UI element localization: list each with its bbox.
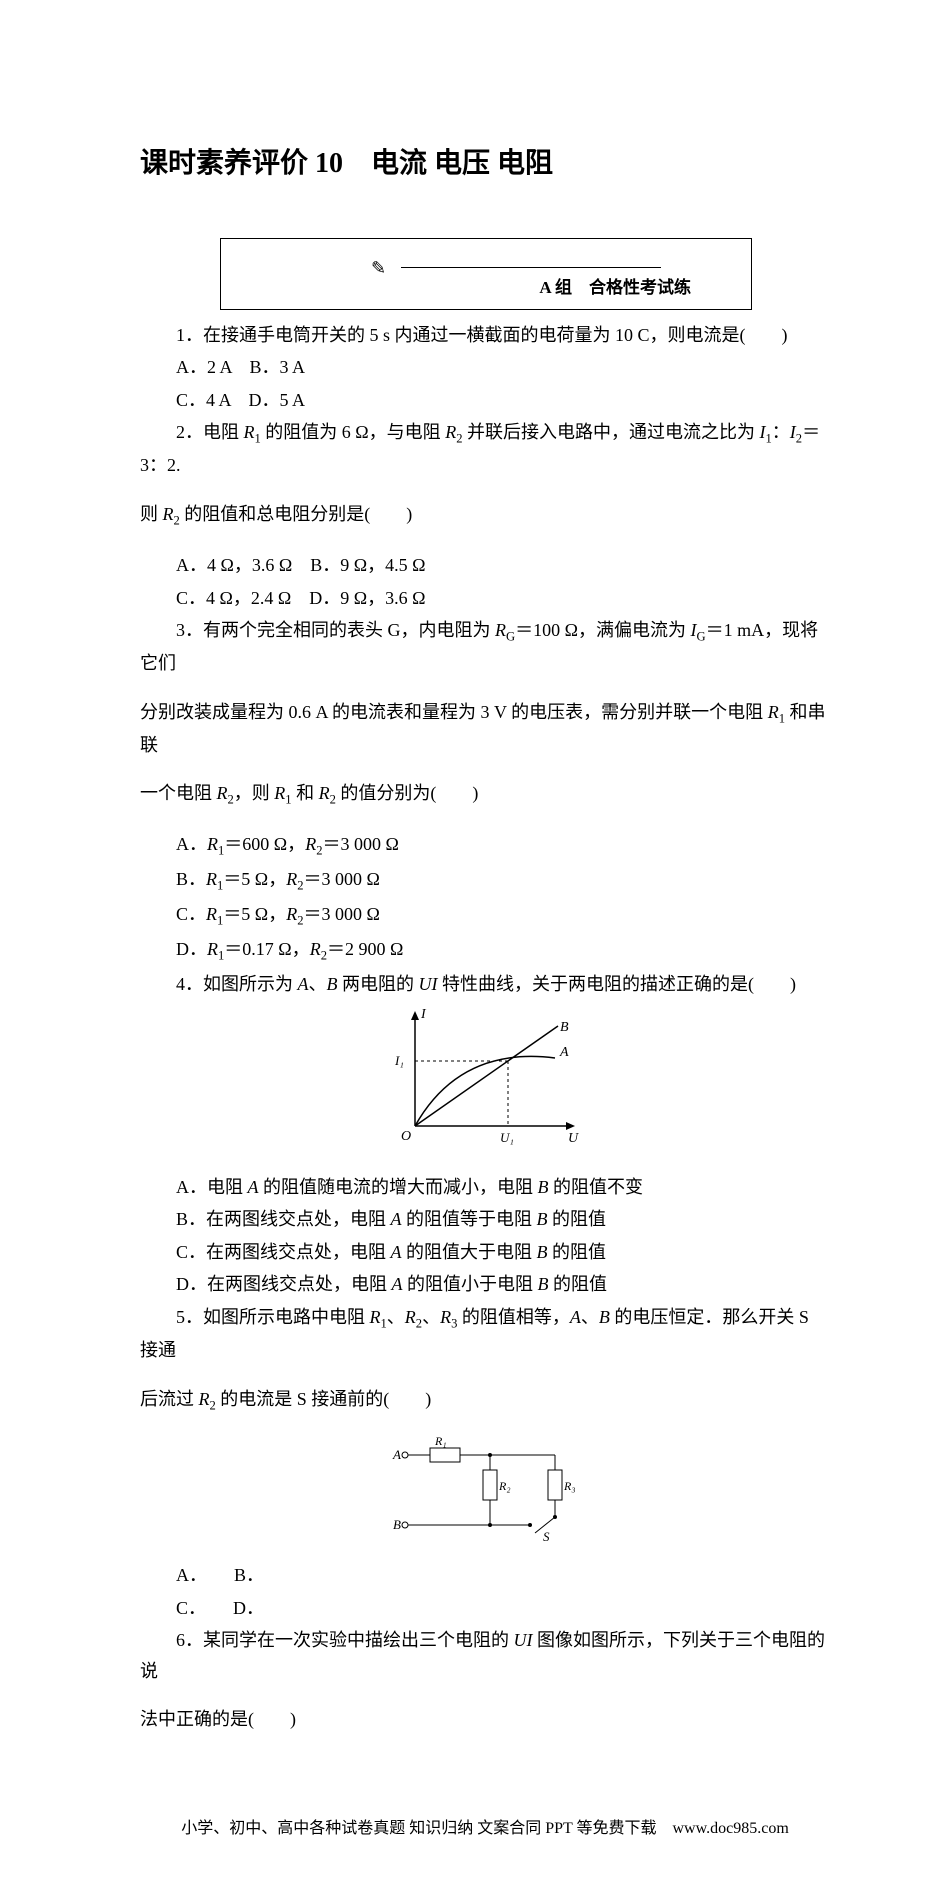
circuit-figure: A B R₁ R₂ R₃ S <box>140 1435 830 1555</box>
q5-opt-ab: A． B． <box>140 1560 830 1591</box>
q3-opt-d: D．R1＝0.17 Ω，R2＝2 900 Ω <box>140 934 830 967</box>
q4-opt-d: D．在两图线交点处，电阻 A 的阻值小于电阻 B 的阻值 <box>140 1269 830 1300</box>
svg-text:B: B <box>560 1020 569 1035</box>
q6-stem1: 6．某同学在一次实验中描绘出三个电阻的 UI 图像如图所示，下列关于三个电阻的说 <box>140 1625 830 1686</box>
q5-stem2: 后流过 R2 的电流是 S 接通前的( ) <box>140 1384 830 1417</box>
q2-opt-cd: C．4 Ω，2.4 Ω D．9 Ω，3.6 Ω <box>140 583 830 614</box>
q5-opt-cd: C． D． <box>140 1593 830 1624</box>
q4-opt-a: A．电阻 A 的阻值随电流的增大而减小，电阻 B 的阻值不变 <box>140 1172 830 1203</box>
svg-text:U: U <box>568 1131 579 1146</box>
q4-stem: 4．如图所示为 A、B 两电阻的 UI 特性曲线，关于两电阻的描述正确的是( ) <box>140 969 830 1000</box>
svg-text:S: S <box>543 1529 550 1544</box>
group-box: ✎ A 组 合格性考试练 <box>220 238 752 310</box>
circuit-diagram: A B R₁ R₂ R₃ S <box>385 1435 585 1545</box>
svg-text:B: B <box>393 1517 401 1532</box>
q5-stem1: 5．如图所示电路中电阻 R1、R2、R3 的阻值相等，A、B 的电压恒定．那么开… <box>140 1302 830 1366</box>
page: 课时素养评价 10 电流 电压 电阻 ✎ A 组 合格性考试练 1．在接通手电筒… <box>0 0 950 1902</box>
svg-text:U₁: U₁ <box>500 1130 514 1145</box>
group-label: A 组 合格性考试练 <box>539 274 691 303</box>
ui-curve-figure: AB O I U U₁ I₁ <box>140 1006 830 1166</box>
q1-opt-cd: C．4 A D．5 A <box>140 385 830 416</box>
svg-text:I₁: I₁ <box>394 1053 404 1068</box>
q2-opt-ab: A．4 Ω，3.6 Ω B．9 Ω，4.5 Ω <box>140 550 830 581</box>
q3-stem2: 分别改装成量程为 0.6 A 的电流表和量程为 3 V 的电压表，需分别并联一个… <box>140 697 830 761</box>
svg-text:R₃: R₃ <box>563 1479 576 1493</box>
svg-text:O: O <box>401 1129 411 1144</box>
q3-opt-c: C．R1＝5 Ω，R2＝3 000 Ω <box>140 899 830 932</box>
q4-opt-b: B．在两图线交点处，电阻 A 的阻值等于电阻 B 的阻值 <box>140 1204 830 1235</box>
q3-stem1: 3．有两个完全相同的表头 G，内电阻为 RG＝100 Ω，满偏电流为 IG＝1 … <box>140 615 830 679</box>
footer: 小学、初中、高中各种试卷真题 知识归纳 文案合同 PPT 等免费下载 www.d… <box>140 1815 830 1842</box>
q3-opt-b: B．R1＝5 Ω，R2＝3 000 Ω <box>140 864 830 897</box>
q4-opt-c: C．在两图线交点处，电阻 A 的阻值大于电阻 B 的阻值 <box>140 1237 830 1268</box>
pencil-icon: ✎ <box>371 253 386 284</box>
q6-stem2: 法中正确的是( ) <box>140 1704 830 1735</box>
page-title: 课时素养评价 10 电流 电压 电阻 <box>140 140 830 188</box>
svg-text:A: A <box>392 1447 401 1462</box>
ui-curve-chart: AB O I U U₁ I₁ <box>390 1006 580 1156</box>
group-line <box>401 267 661 268</box>
q2-stem2: 则 R2 的阻值和总电阻分别是( ) <box>140 499 830 532</box>
svg-text:R₁: R₁ <box>434 1435 447 1448</box>
q1-stem: 1．在接通手电筒开关的 5 s 内通过一横截面的电荷量为 10 C，则电流是( … <box>140 320 830 351</box>
q3-stem3: 一个电阻 R2，则 R1 和 R2 的值分别为( ) <box>140 778 830 811</box>
svg-text:R₂: R₂ <box>498 1479 511 1493</box>
q3-opt-a: A．R1＝600 Ω，R2＝3 000 Ω <box>140 829 830 862</box>
svg-text:A: A <box>559 1045 569 1060</box>
q1-opt-ab: A．2 A B．3 A <box>140 352 830 383</box>
svg-text:I: I <box>420 1007 427 1022</box>
q2-stem1: 2．电阻 R1 的阻值为 6 Ω，与电阻 R2 并联后接入电路中，通过电流之比为… <box>140 417 830 481</box>
